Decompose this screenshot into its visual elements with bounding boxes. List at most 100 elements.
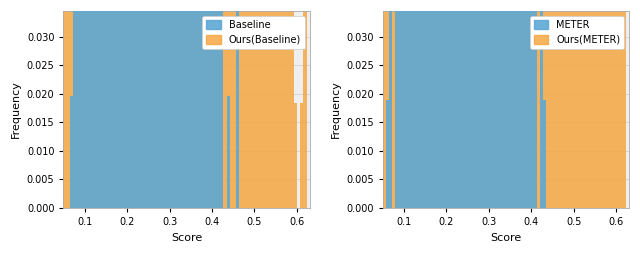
Bar [91, 0, 94, 208]
Bar [236, 0, 239, 208]
Bar [540, 0, 543, 208]
Bar [410, 0, 413, 208]
Bar [257, 0, 260, 208]
Bar [463, 0, 466, 208]
Bar [199, 0, 202, 208]
Bar [88, 0, 91, 208]
Bar [134, 0, 138, 208]
Bar [285, 0, 288, 208]
Bar [211, 0, 214, 208]
Bar [580, 0, 583, 208]
Bar [94, 0, 97, 208]
Bar [125, 0, 128, 208]
Bar [119, 0, 122, 208]
Bar [531, 0, 534, 208]
Bar [454, 0, 456, 208]
Bar [420, 0, 423, 208]
Bar [524, 0, 527, 208]
Bar [524, 0, 527, 208]
Bar [469, 0, 472, 208]
Bar [429, 0, 432, 208]
Bar [143, 0, 147, 208]
Bar [460, 0, 463, 208]
Y-axis label: Frequency: Frequency [11, 81, 21, 139]
Bar [91, 0, 94, 208]
Bar [466, 0, 469, 208]
Bar [447, 0, 451, 208]
Bar [76, 0, 79, 208]
Bar [432, 0, 435, 208]
Bar [193, 0, 196, 208]
Bar [484, 0, 487, 208]
Bar [463, 0, 466, 208]
Bar [180, 0, 184, 208]
Bar [444, 0, 447, 208]
Bar [521, 0, 524, 208]
Bar [236, 0, 239, 208]
Bar [128, 0, 131, 208]
Bar [512, 0, 515, 208]
Bar [150, 0, 153, 208]
Bar [76, 0, 79, 208]
Bar [245, 0, 248, 208]
Bar [88, 0, 91, 208]
Bar [159, 0, 162, 208]
Bar [521, 0, 524, 208]
Bar [503, 0, 506, 208]
Bar [451, 0, 454, 208]
Bar [79, 0, 82, 208]
Bar [620, 0, 623, 208]
Bar [611, 0, 614, 208]
Bar [218, 0, 220, 208]
Bar [189, 0, 193, 208]
Bar [300, 103, 303, 208]
Bar [104, 0, 106, 208]
Bar [264, 0, 266, 208]
Bar [456, 0, 460, 208]
Bar [490, 0, 493, 208]
Bar [171, 0, 174, 208]
Bar [189, 0, 193, 208]
Bar [497, 0, 500, 208]
Bar [540, 0, 543, 208]
Bar [487, 0, 490, 208]
Bar [589, 0, 592, 208]
Bar [97, 0, 100, 208]
Y-axis label: Frequency: Frequency [330, 81, 340, 139]
Bar [79, 0, 82, 208]
Bar [469, 0, 472, 208]
Bar [447, 0, 451, 208]
Bar [383, 0, 386, 208]
Bar [165, 0, 168, 208]
Bar [460, 0, 463, 208]
Bar [138, 0, 140, 208]
Legend: METER, Ours(METER): METER, Ours(METER) [530, 16, 624, 49]
Bar [180, 0, 184, 208]
Bar [481, 0, 484, 208]
Bar [389, 0, 392, 208]
Bar [186, 0, 189, 208]
Bar [269, 0, 273, 208]
Bar [73, 0, 76, 208]
Bar [515, 0, 518, 208]
Bar [481, 0, 484, 208]
Bar [616, 0, 620, 208]
Bar [392, 0, 395, 208]
Bar [291, 0, 294, 208]
Bar [147, 0, 150, 208]
Bar [208, 0, 211, 208]
Bar [279, 0, 282, 208]
Bar [282, 0, 285, 208]
Bar [518, 0, 521, 208]
Bar [564, 0, 567, 208]
Bar [484, 0, 487, 208]
Bar [82, 0, 85, 208]
Bar [583, 0, 586, 208]
Bar [208, 0, 211, 208]
Bar [122, 0, 125, 208]
Bar [131, 0, 134, 208]
Bar [202, 0, 205, 208]
Bar [506, 0, 509, 208]
Bar [199, 0, 202, 208]
Bar [67, 0, 70, 208]
